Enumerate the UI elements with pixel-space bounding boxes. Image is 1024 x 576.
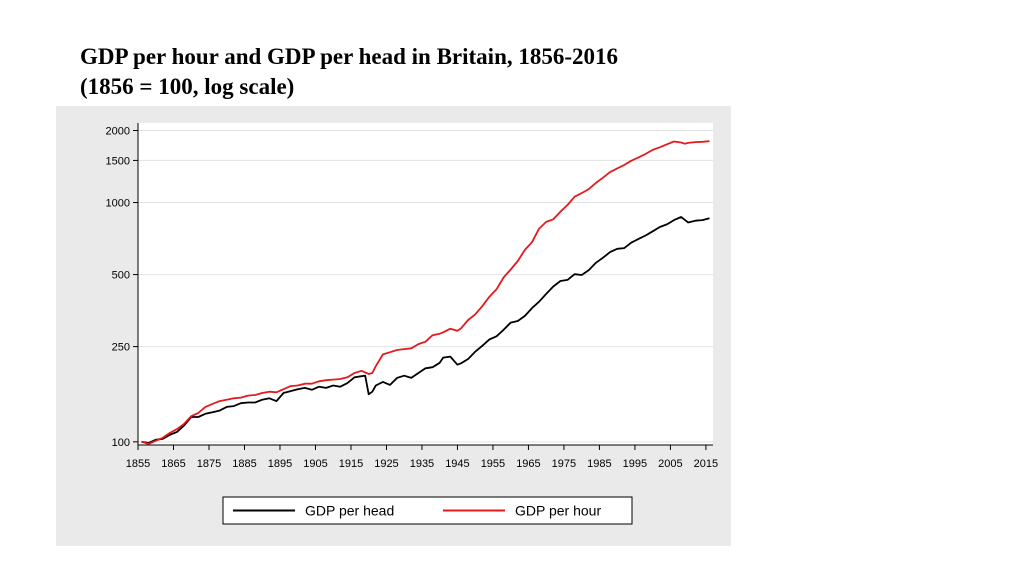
y-tick-label: 100: [112, 437, 130, 449]
y-tick-label: 1500: [106, 155, 130, 167]
x-tick-label: 1965: [516, 458, 540, 470]
x-tick-label: 1915: [339, 458, 363, 470]
x-tick-label: 1895: [268, 458, 292, 470]
x-tick-label: 1935: [410, 458, 434, 470]
y-tick-label: 250: [112, 342, 130, 354]
y-tick-label: 1000: [106, 198, 130, 210]
legend-label: GDP per hour: [515, 503, 601, 519]
x-tick-label: 1955: [481, 458, 505, 470]
line-chart: 100 250 500 1000 1500 2000 1855 1865 1875 1885 189…: [106, 123, 718, 525]
series-line-gdp-per-hour: [141, 140, 710, 445]
series-line-gdp-per-head: [141, 216, 710, 444]
x-tick-label: 1865: [161, 458, 185, 470]
x-tick-label: 2005: [658, 458, 682, 470]
x-tick-label: 2015: [694, 458, 718, 470]
x-tick-label: 1855: [126, 458, 150, 470]
x-tick-label: 1945: [445, 458, 469, 470]
y-tick-label: 2000: [106, 126, 130, 138]
y-tick-label: 500: [112, 270, 130, 282]
x-tick-label: 1905: [303, 458, 327, 470]
x-tick-label: 1985: [587, 458, 611, 470]
chart-subtitle: (1856 = 100, log scale): [80, 74, 295, 99]
x-tick-label: 1885: [232, 458, 256, 470]
x-tick-label: 1995: [623, 458, 647, 470]
legend-label: GDP per head: [305, 503, 394, 519]
x-tick-label: 1925: [374, 458, 398, 470]
x-tick-label: 1875: [197, 458, 221, 470]
chart-title-line-1: GDP per hour and GDP per head in Britain…: [80, 44, 619, 69]
chart-title: GDP per hour and GDP per head in Britain…: [80, 42, 780, 102]
plot-area: [138, 123, 713, 445]
chart-panel: 100 250 500 1000 1500 2000 1855 1865 1875 1885 189…: [56, 106, 731, 546]
x-tick-label: 1975: [552, 458, 576, 470]
